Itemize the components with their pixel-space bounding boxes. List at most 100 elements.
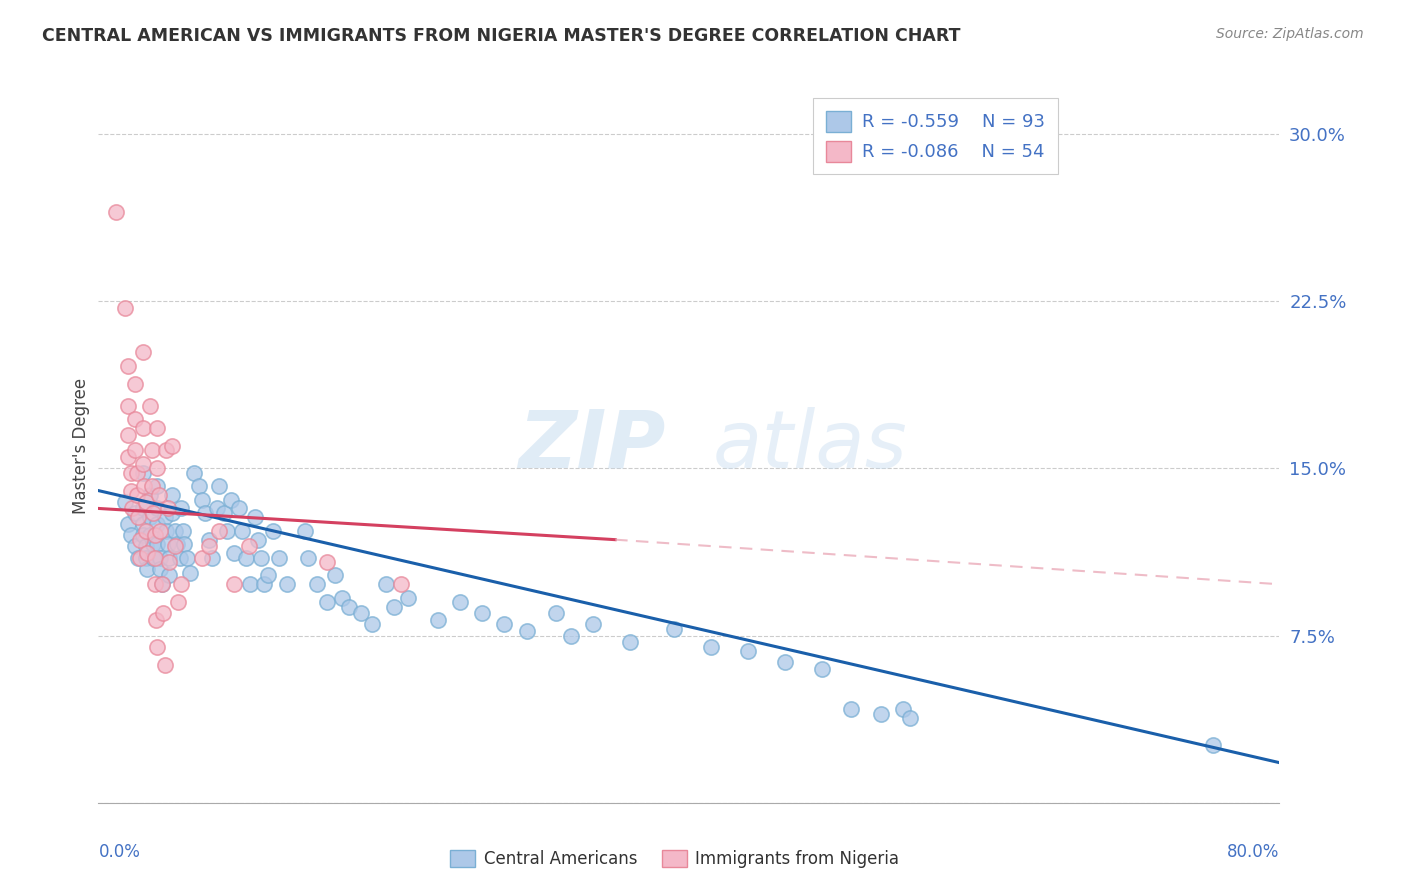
Point (494, 617, 516, 632)
Point (170, 577, 193, 591)
Point (143, 577, 166, 591)
Point (183, 466, 205, 480)
Point (305, 577, 328, 591)
Point (135, 524, 157, 538)
Point (132, 457, 155, 471)
Point (208, 524, 231, 538)
Point (120, 466, 142, 480)
Point (117, 427, 139, 442)
Point (191, 492, 214, 507)
Point (1202, 738, 1225, 752)
Point (141, 479, 163, 493)
Point (773, 655, 796, 669)
Point (132, 517, 155, 532)
Point (134, 479, 156, 493)
Point (267, 550, 290, 565)
Point (117, 359, 139, 373)
Point (276, 577, 298, 591)
Point (105, 204, 128, 219)
Point (243, 510, 266, 524)
Point (127, 550, 149, 565)
Point (170, 501, 193, 516)
Point (253, 577, 276, 591)
Text: atlas: atlas (713, 407, 907, 485)
Point (239, 577, 262, 591)
Point (224, 546, 246, 560)
Point (136, 562, 159, 576)
Point (157, 550, 180, 565)
Text: CENTRAL AMERICAN VS IMMIGRANTS FROM NIGERIA MASTER'S DEGREE CORRELATION CHART: CENTRAL AMERICAN VS IMMIGRANTS FROM NIGE… (42, 27, 960, 45)
Point (544, 607, 567, 621)
Point (179, 566, 201, 581)
Point (810, 662, 832, 676)
Point (142, 506, 165, 520)
Point (132, 345, 155, 359)
Point (146, 537, 169, 551)
Point (350, 607, 373, 621)
Point (165, 539, 187, 553)
Point (135, 539, 157, 553)
Point (146, 640, 169, 654)
Point (246, 533, 269, 547)
Point (136, 546, 159, 560)
Point (737, 644, 759, 658)
Point (176, 550, 198, 565)
Point (162, 439, 183, 453)
Point (839, 702, 862, 716)
Text: ZIP: ZIP (517, 407, 665, 485)
Point (125, 466, 148, 480)
Point (125, 488, 148, 502)
Point (297, 550, 319, 565)
Point (224, 577, 246, 591)
Point (215, 524, 238, 538)
Point (124, 412, 146, 426)
Point (212, 506, 235, 520)
Point (219, 492, 242, 507)
Point (132, 528, 155, 542)
Point (360, 617, 382, 632)
Point (560, 628, 582, 642)
Point (238, 539, 260, 553)
Point (157, 555, 180, 569)
Point (382, 599, 405, 614)
Point (139, 399, 162, 413)
Point (316, 595, 339, 609)
Point (146, 517, 169, 532)
Point (124, 443, 146, 458)
Point (155, 443, 177, 458)
Point (132, 421, 155, 435)
Point (169, 550, 191, 565)
Point (198, 533, 221, 547)
Point (141, 443, 163, 458)
Point (316, 555, 339, 569)
Point (257, 568, 280, 582)
Point (869, 706, 891, 721)
Point (150, 577, 173, 591)
Point (121, 501, 143, 516)
Point (191, 550, 214, 565)
Point (619, 635, 641, 649)
Point (153, 510, 176, 524)
Point (427, 613, 450, 627)
Point (172, 524, 194, 538)
Point (150, 577, 173, 591)
Point (330, 591, 353, 605)
Point (700, 640, 723, 654)
Point (891, 702, 914, 716)
Point (132, 501, 155, 516)
Point (146, 479, 169, 493)
Point (262, 524, 284, 538)
Point (117, 399, 139, 413)
Point (582, 617, 605, 632)
Point (155, 524, 177, 538)
Point (146, 421, 169, 435)
Text: 80.0%: 80.0% (1227, 843, 1279, 861)
Point (120, 528, 142, 542)
Point (156, 537, 179, 551)
Point (375, 577, 398, 591)
Point (145, 613, 167, 627)
Point (139, 528, 162, 542)
Point (187, 479, 209, 493)
Point (162, 506, 183, 520)
Legend: Central Americans, Immigrants from Nigeria: Central Americans, Immigrants from Niger… (444, 843, 905, 875)
